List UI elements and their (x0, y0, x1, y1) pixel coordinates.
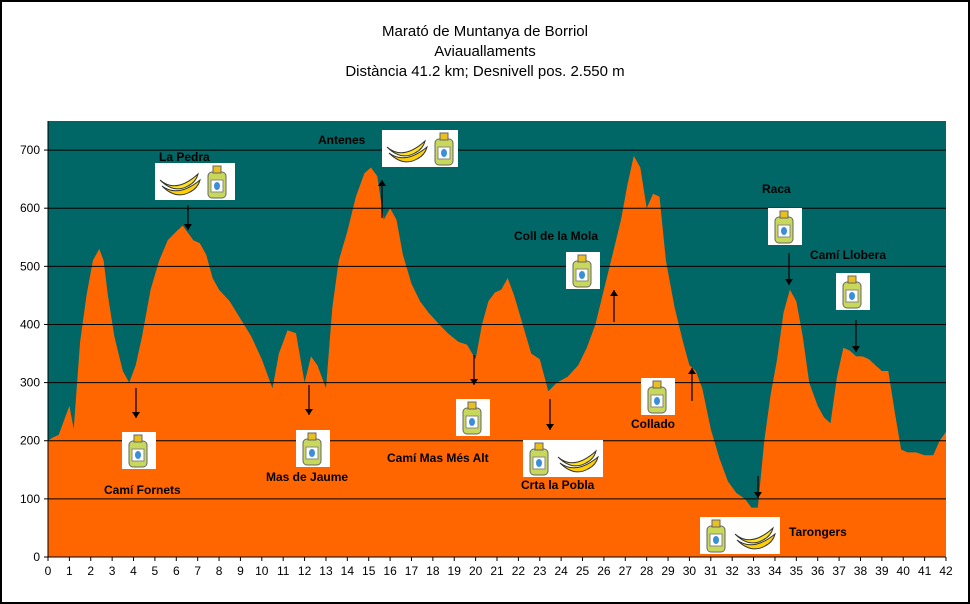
y-tick-label-300: 300 (20, 376, 40, 390)
y-tick-label-0: 0 (33, 550, 40, 564)
elevation-area (48, 155, 946, 557)
x-tick-label-27: 27 (619, 564, 633, 578)
annotation-label: Collado (631, 417, 675, 431)
banana-icon (159, 172, 201, 196)
x-tick-label-32: 32 (726, 564, 740, 578)
x-tick-label-10: 10 (255, 564, 269, 578)
x-tick-label-1: 1 (66, 564, 73, 578)
chart-title: Marató de Muntanya de Borriol (382, 23, 588, 40)
annotation-label: Crta la Pobla (521, 478, 595, 492)
y-tick-label-100: 100 (20, 492, 40, 506)
annotation-label: Camí Llobera (810, 248, 886, 262)
x-tick-label-15: 15 (362, 564, 376, 578)
x-tick-label-14: 14 (341, 564, 355, 578)
x-tick-label-38: 38 (854, 564, 868, 578)
x-tick-label-35: 35 (790, 564, 804, 578)
x-tick-label-20: 20 (469, 564, 483, 578)
water-bottle-icon (462, 401, 482, 435)
chart-subtitle-2: Distància 41.2 km; Desnivell pos. 2.550 … (345, 63, 625, 80)
annotation-label: Camí Mas Més Alt (387, 451, 489, 465)
annotation-label: Antenes (318, 133, 366, 147)
x-tick-label-40: 40 (897, 564, 911, 578)
annotation-arrow-head (688, 368, 696, 374)
water-bottle-icon (774, 210, 794, 244)
x-tick-label-5: 5 (152, 564, 159, 578)
x-tick-label-12: 12 (298, 564, 312, 578)
y-tick-label-600: 600 (20, 201, 40, 215)
annotation-arrow-head (785, 279, 793, 285)
annotation-arrow-head (470, 379, 478, 385)
annotation-label: Camí Fornets (104, 483, 181, 497)
x-tick-label-21: 21 (490, 564, 504, 578)
x-tick-label-11: 11 (277, 564, 290, 578)
x-tick-label-36: 36 (811, 564, 825, 578)
water-bottle-icon (572, 254, 592, 288)
water-bottle-icon (706, 519, 726, 553)
annotation-label: Raca (762, 182, 791, 196)
x-tick-label-26: 26 (597, 564, 611, 578)
x-tick-label-23: 23 (533, 564, 547, 578)
annotation-arrow-head (305, 409, 313, 415)
x-tick-label-6: 6 (173, 564, 180, 578)
water-bottle-icon (842, 275, 862, 309)
water-bottle-icon (302, 432, 322, 466)
annotation-arrow-head (132, 412, 140, 418)
x-tick-label-0: 0 (45, 564, 52, 578)
x-tick-label-34: 34 (768, 564, 782, 578)
x-tick-label-19: 19 (448, 564, 462, 578)
x-tick-label-4: 4 (130, 564, 137, 578)
banana-icon (734, 526, 776, 550)
x-tick-label-13: 13 (319, 564, 333, 578)
annotation-arrow-head (754, 492, 762, 498)
water-bottle-icon (529, 442, 549, 476)
x-tick-label-3: 3 (109, 564, 116, 578)
x-tick-label-17: 17 (405, 564, 419, 578)
x-tick-label-16: 16 (383, 564, 397, 578)
annotation-label: La Pedra (159, 150, 210, 164)
annotation-label: Mas de Jaume (266, 470, 348, 484)
x-tick-label-25: 25 (576, 564, 590, 578)
banana-icon (386, 139, 428, 163)
annotation-label: Coll de la Mola (514, 229, 598, 243)
y-tick-label-500: 500 (20, 259, 40, 273)
annotation-arrow-head (546, 424, 554, 430)
y-tick-label-400: 400 (20, 317, 40, 331)
x-tick-label-30: 30 (683, 564, 697, 578)
x-tick-label-41: 41 (918, 564, 932, 578)
x-tick-label-28: 28 (640, 564, 654, 578)
chart-subtitle: Aviauallaments (434, 43, 536, 60)
x-tick-label-42: 42 (939, 564, 953, 578)
x-tick-label-18: 18 (426, 564, 440, 578)
y-tick-label-700: 700 (20, 143, 40, 157)
x-tick-label-7: 7 (194, 564, 201, 578)
annotation-arrow-head (184, 224, 192, 230)
annotation-arrow-head (610, 290, 618, 296)
x-tick-label-9: 9 (237, 564, 244, 578)
water-bottle-icon (647, 380, 667, 414)
banana-icon (557, 449, 599, 473)
x-tick-label-8: 8 (216, 564, 223, 578)
x-tick-label-31: 31 (704, 564, 718, 578)
water-bottle-icon (128, 434, 148, 468)
y-tick-label-200: 200 (20, 434, 40, 448)
x-tick-label-39: 39 (875, 564, 889, 578)
x-tick-label-2: 2 (87, 564, 94, 578)
annotation-arrow-head (852, 346, 860, 352)
x-tick-label-37: 37 (832, 564, 846, 578)
annotation-label: Tarongers (789, 525, 847, 539)
x-tick-label-22: 22 (512, 564, 526, 578)
x-tick-label-29: 29 (661, 564, 675, 578)
water-bottle-icon (207, 165, 227, 199)
chart-titles: Marató de Muntanya de Borriol Aviauallam… (0, 22, 970, 82)
water-bottle-icon (434, 132, 454, 166)
x-tick-label-33: 33 (747, 564, 761, 578)
annotation-arrow-head (378, 180, 386, 186)
x-tick-label-24: 24 (554, 564, 568, 578)
